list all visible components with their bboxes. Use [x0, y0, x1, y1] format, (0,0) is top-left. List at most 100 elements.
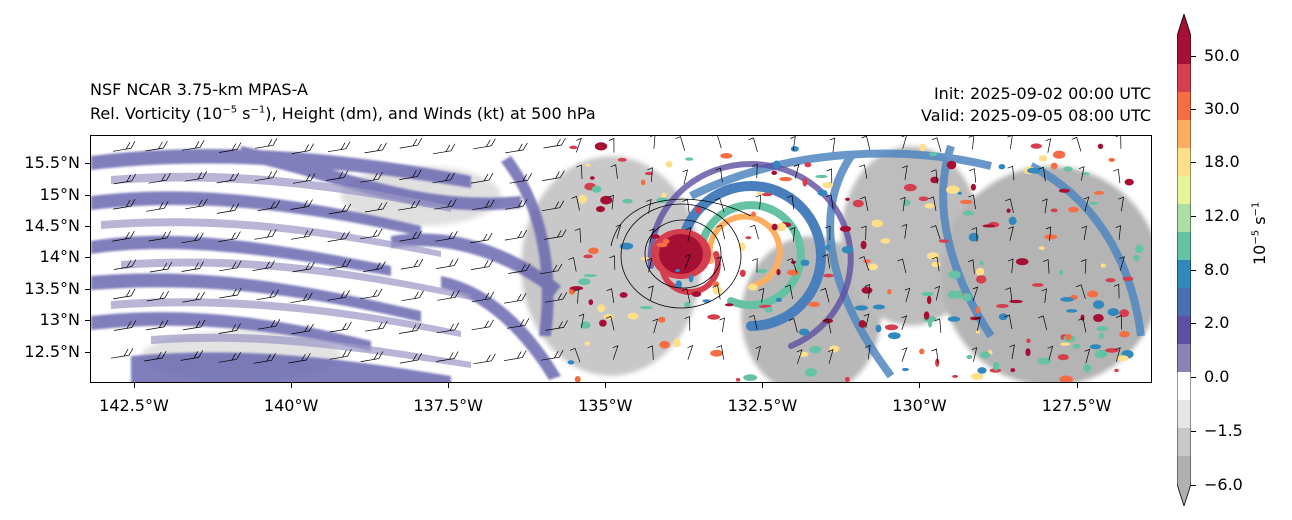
vorticity-cell: [822, 318, 834, 324]
wind-barb: [646, 257, 653, 273]
wind-barb: [863, 313, 870, 329]
wind-barb: [257, 200, 281, 211]
vorticity-cell: [1060, 297, 1074, 302]
wind-barb: [471, 319, 494, 331]
lon-tick-label: 130°W: [892, 396, 947, 415]
vorticity-cell: [970, 183, 977, 191]
wind-barb: [436, 258, 459, 269]
lat-tick-mark: [85, 288, 90, 290]
wind-barb: [864, 344, 871, 360]
vorticity-cell: [1006, 208, 1011, 213]
vorticity-cell: [998, 313, 1008, 321]
vorticity-cell: [764, 306, 773, 313]
wind-barb: [568, 257, 577, 272]
colorbar-segment: [1177, 288, 1191, 317]
colorbar-tick-mark: [1191, 109, 1196, 110]
wind-barb: [181, 232, 204, 244]
colorbar-segment: [1177, 36, 1191, 65]
vorticity-cell: [829, 345, 840, 353]
wind-barb: [928, 196, 937, 211]
wind-barb: [827, 349, 834, 364]
colorbar-tick-mark: [1191, 216, 1196, 217]
colorbar-tick-label: 0.0: [1204, 367, 1230, 386]
vorticity-cell: [918, 196, 929, 202]
wind-barb: [675, 136, 686, 151]
wind-barb: [749, 224, 759, 240]
convective-cells: [567, 142, 1144, 382]
vorticity-cell: [860, 240, 867, 250]
wind-barb: [473, 138, 496, 150]
vorticity-cell: [685, 157, 694, 161]
wind-barb: [786, 195, 795, 210]
colorbar-segment: [1177, 120, 1191, 149]
vorticity-cell: [1010, 368, 1016, 373]
wind-barb: [363, 261, 386, 272]
vorticity-cell: [968, 232, 979, 242]
wind-barb: [716, 345, 725, 360]
vorticity-cell: [1038, 246, 1045, 250]
wind-barb: [711, 136, 722, 149]
vorticity-cell: [1072, 343, 1081, 349]
vorticity-cell: [863, 259, 871, 264]
colorbar-tick-label: 18.0: [1204, 152, 1240, 171]
vorticity-cell: [589, 176, 595, 180]
wind-barb: [1009, 344, 1015, 359]
wind-barb: [931, 348, 939, 364]
wind-barb: [574, 228, 582, 243]
vorticity-cell: [1025, 348, 1031, 357]
colorbar-segment: [1177, 260, 1191, 289]
colorbar-segment: [1177, 372, 1191, 401]
wind-barb: [1075, 284, 1086, 299]
vorticity-cell: [695, 206, 701, 214]
vorticity-cell: [929, 152, 938, 157]
vorticity-cell: [924, 203, 935, 209]
vorticity-cell: [928, 319, 933, 328]
wind-barb: [399, 352, 423, 364]
wind-barb: [968, 136, 975, 150]
wind-barb: [328, 259, 352, 270]
colorbar-segment: [1177, 428, 1191, 457]
wind-barb: [647, 345, 654, 360]
colorbar-tick-label: 30.0: [1204, 99, 1240, 118]
vorticity-cell: [578, 278, 591, 286]
colorbar-tick-label: 50.0: [1204, 46, 1240, 65]
wind-barb: [1038, 166, 1046, 182]
wind-barb: [1116, 314, 1123, 330]
wind-barb: [788, 318, 798, 333]
vorticity-cell: [1108, 157, 1115, 162]
vorticity-cell: [957, 191, 962, 195]
vorticity-cell: [809, 345, 822, 354]
vorticity-cell: [596, 206, 605, 213]
vorticity-cell: [1105, 278, 1116, 283]
wind-barb: [542, 170, 565, 181]
lat-tick-label: 15.5°N: [24, 153, 80, 173]
wind-barb: [901, 223, 908, 239]
wind-barb: [682, 169, 689, 184]
vorticity-cell: [962, 293, 972, 302]
vorticity-cell: [1107, 308, 1119, 317]
wind-barb: [113, 288, 136, 300]
vorticity-cell: [1050, 208, 1058, 213]
wind-barb: [576, 164, 583, 180]
vorticity-cell: [815, 174, 828, 179]
vorticity-cell: [871, 219, 884, 228]
vorticity-cell: [748, 283, 758, 291]
colorbar: [1177, 14, 1191, 506]
wind-barb: [252, 260, 275, 271]
wind-barb: [648, 285, 654, 301]
wind-barb: [859, 196, 869, 211]
vorticity-cell: [1093, 191, 1105, 195]
wind-barb: [544, 229, 567, 240]
vorticity-cell: [790, 146, 799, 152]
wind-barb: [901, 136, 907, 149]
vorticity-cell: [603, 313, 614, 320]
wind-barb: [508, 263, 531, 274]
wind-barb: [719, 317, 725, 333]
wind-barb: [934, 318, 942, 333]
vorticity-cell: [1119, 331, 1130, 338]
vorticity-cell: [574, 376, 581, 382]
wind-barb: [185, 198, 208, 210]
vorticity-cell: [658, 316, 666, 323]
wind-barb: [755, 345, 761, 361]
colorbar-tick-label: 12.0: [1204, 206, 1240, 225]
